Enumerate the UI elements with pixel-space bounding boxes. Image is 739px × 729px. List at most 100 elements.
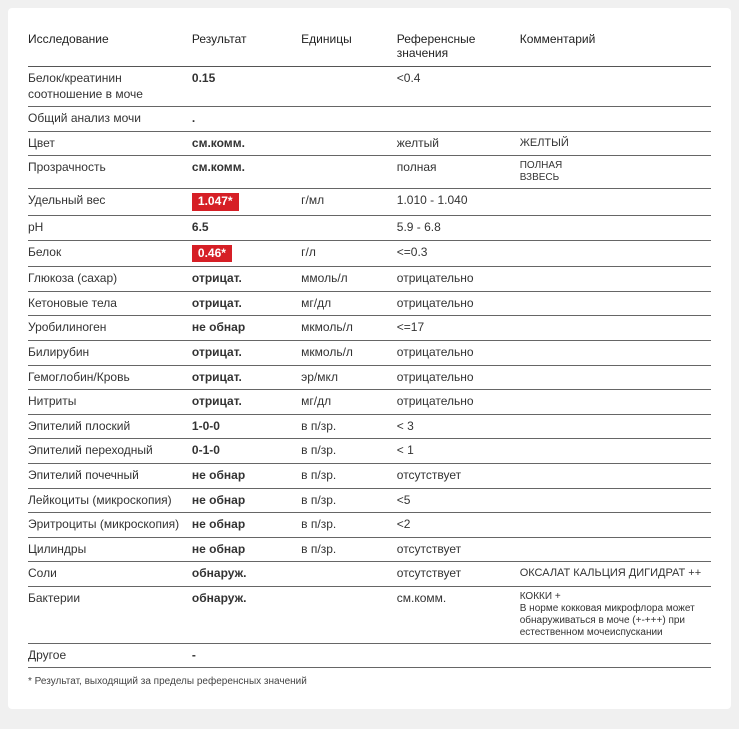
- cell-result: обнаруж.: [192, 586, 301, 643]
- cell-comment: [520, 291, 711, 316]
- cell-ref: отрицательно: [397, 340, 520, 365]
- result-highlight: 0.46*: [192, 245, 232, 263]
- table-row: Белок/креатинин соотношение в моче0.15<0…: [28, 67, 711, 107]
- cell-ref: полная: [397, 156, 520, 189]
- cell-units: г/л: [301, 240, 397, 267]
- cell-result: не обнар: [192, 488, 301, 513]
- cell-result: не обнар: [192, 463, 301, 488]
- cell-comment: [520, 414, 711, 439]
- table-row: pH6.55.9 - 6.8: [28, 215, 711, 240]
- cell-result: 0.46*: [192, 240, 301, 267]
- table-header-row: Исследование Результат Единицы Референсн…: [28, 26, 711, 67]
- cell-name: Эпителий плоский: [28, 414, 192, 439]
- cell-comment: [520, 439, 711, 464]
- table-row: Цилиндрыне обнарв п/зр.отсутствует: [28, 537, 711, 562]
- cell-ref: отсутствует: [397, 463, 520, 488]
- header-comment: Комментарий: [520, 26, 711, 67]
- cell-result: обнаруж.: [192, 562, 301, 587]
- cell-result: отрицат.: [192, 390, 301, 415]
- cell-units: [301, 131, 397, 156]
- cell-name: Удельный вес: [28, 189, 192, 216]
- cell-ref: отрицательно: [397, 291, 520, 316]
- cell-name: Другое: [28, 643, 192, 668]
- cell-units: [301, 586, 397, 643]
- cell-comment: [520, 240, 711, 267]
- cell-comment: [520, 537, 711, 562]
- cell-units: ммоль/л: [301, 267, 397, 292]
- table-row: Уробилиногенне обнармкмоль/л<=17: [28, 316, 711, 341]
- cell-result: 0.15: [192, 67, 301, 107]
- cell-ref: [397, 643, 520, 668]
- table-row: Другое-: [28, 643, 711, 668]
- cell-comment: [520, 215, 711, 240]
- cell-ref: < 1: [397, 439, 520, 464]
- cell-comment: [520, 340, 711, 365]
- cell-comment: [520, 316, 711, 341]
- cell-comment: ПОЛНАЯВЗВЕСЬ: [520, 156, 711, 189]
- table-row: Общий анализ мочи.: [28, 107, 711, 132]
- cell-comment: [520, 390, 711, 415]
- report-sheet: Исследование Результат Единицы Референсн…: [8, 8, 731, 709]
- table-row: Бактерииобнаруж.см.комм.КОККИ +В норме к…: [28, 586, 711, 643]
- cell-units: эр/мкл: [301, 365, 397, 390]
- table-row: Билирубинотрицат.мкмоль/лотрицательно: [28, 340, 711, 365]
- cell-ref: см.комм.: [397, 586, 520, 643]
- cell-name: Кетоновые тела: [28, 291, 192, 316]
- cell-ref: отрицательно: [397, 365, 520, 390]
- cell-comment: ОКСАЛАТ КАЛЬЦИЯ ДИГИДРАТ ++: [520, 562, 711, 587]
- cell-comment: КОККИ +В норме кокковая микрофлора может…: [520, 586, 711, 643]
- cell-name: Прозрачность: [28, 156, 192, 189]
- cell-result: 1-0-0: [192, 414, 301, 439]
- results-table: Исследование Результат Единицы Референсн…: [28, 26, 711, 668]
- cell-units: [301, 562, 397, 587]
- cell-name: Соли: [28, 562, 192, 587]
- cell-comment: ЖЕЛТЫЙ: [520, 131, 711, 156]
- cell-name: Билирубин: [28, 340, 192, 365]
- cell-result: не обнар: [192, 513, 301, 538]
- result-highlight: 1.047*: [192, 193, 239, 211]
- header-result: Результат: [192, 26, 301, 67]
- table-row: Нитритыотрицат.мг/длотрицательно: [28, 390, 711, 415]
- cell-units: в п/зр.: [301, 414, 397, 439]
- cell-name: pH: [28, 215, 192, 240]
- table-row: Эпителий почечныйне обнарв п/зр.отсутств…: [28, 463, 711, 488]
- cell-ref: <2: [397, 513, 520, 538]
- table-row: Эпителий переходный0-1-0в п/зр.< 1: [28, 439, 711, 464]
- cell-result: 6.5: [192, 215, 301, 240]
- cell-units: в п/зр.: [301, 463, 397, 488]
- table-row: Эритроциты (микроскопия)не обнарв п/зр.<…: [28, 513, 711, 538]
- cell-comment: [520, 488, 711, 513]
- cell-units: г/мл: [301, 189, 397, 216]
- cell-comment: [520, 463, 711, 488]
- cell-units: в п/зр.: [301, 488, 397, 513]
- table-row: Прозрачностьсм.комм.полнаяПОЛНАЯВЗВЕСЬ: [28, 156, 711, 189]
- cell-ref: отрицательно: [397, 267, 520, 292]
- cell-comment: [520, 267, 711, 292]
- cell-units: в п/зр.: [301, 439, 397, 464]
- cell-result: отрицат.: [192, 340, 301, 365]
- cell-ref: <=0.3: [397, 240, 520, 267]
- cell-name: Глюкоза (сахар): [28, 267, 192, 292]
- cell-ref: 1.010 - 1.040: [397, 189, 520, 216]
- cell-comment: [520, 513, 711, 538]
- cell-units: [301, 156, 397, 189]
- cell-units: мкмоль/л: [301, 340, 397, 365]
- cell-name: Уробилиноген: [28, 316, 192, 341]
- cell-ref: отрицательно: [397, 390, 520, 415]
- cell-result: 1.047*: [192, 189, 301, 216]
- table-row: Лейкоциты (микроскопия)не обнарв п/зр.<5: [28, 488, 711, 513]
- cell-ref: отсутствует: [397, 562, 520, 587]
- cell-ref: < 3: [397, 414, 520, 439]
- cell-units: мкмоль/л: [301, 316, 397, 341]
- table-row: Белок0.46*г/л<=0.3: [28, 240, 711, 267]
- header-name: Исследование: [28, 26, 192, 67]
- cell-result: отрицат.: [192, 267, 301, 292]
- cell-comment: [520, 365, 711, 390]
- cell-ref: [397, 107, 520, 132]
- cell-name: Цвет: [28, 131, 192, 156]
- cell-name: Гемоглобин/Кровь: [28, 365, 192, 390]
- cell-result: .: [192, 107, 301, 132]
- cell-name: Эритроциты (микроскопия): [28, 513, 192, 538]
- cell-name: Лейкоциты (микроскопия): [28, 488, 192, 513]
- cell-result: не обнар: [192, 537, 301, 562]
